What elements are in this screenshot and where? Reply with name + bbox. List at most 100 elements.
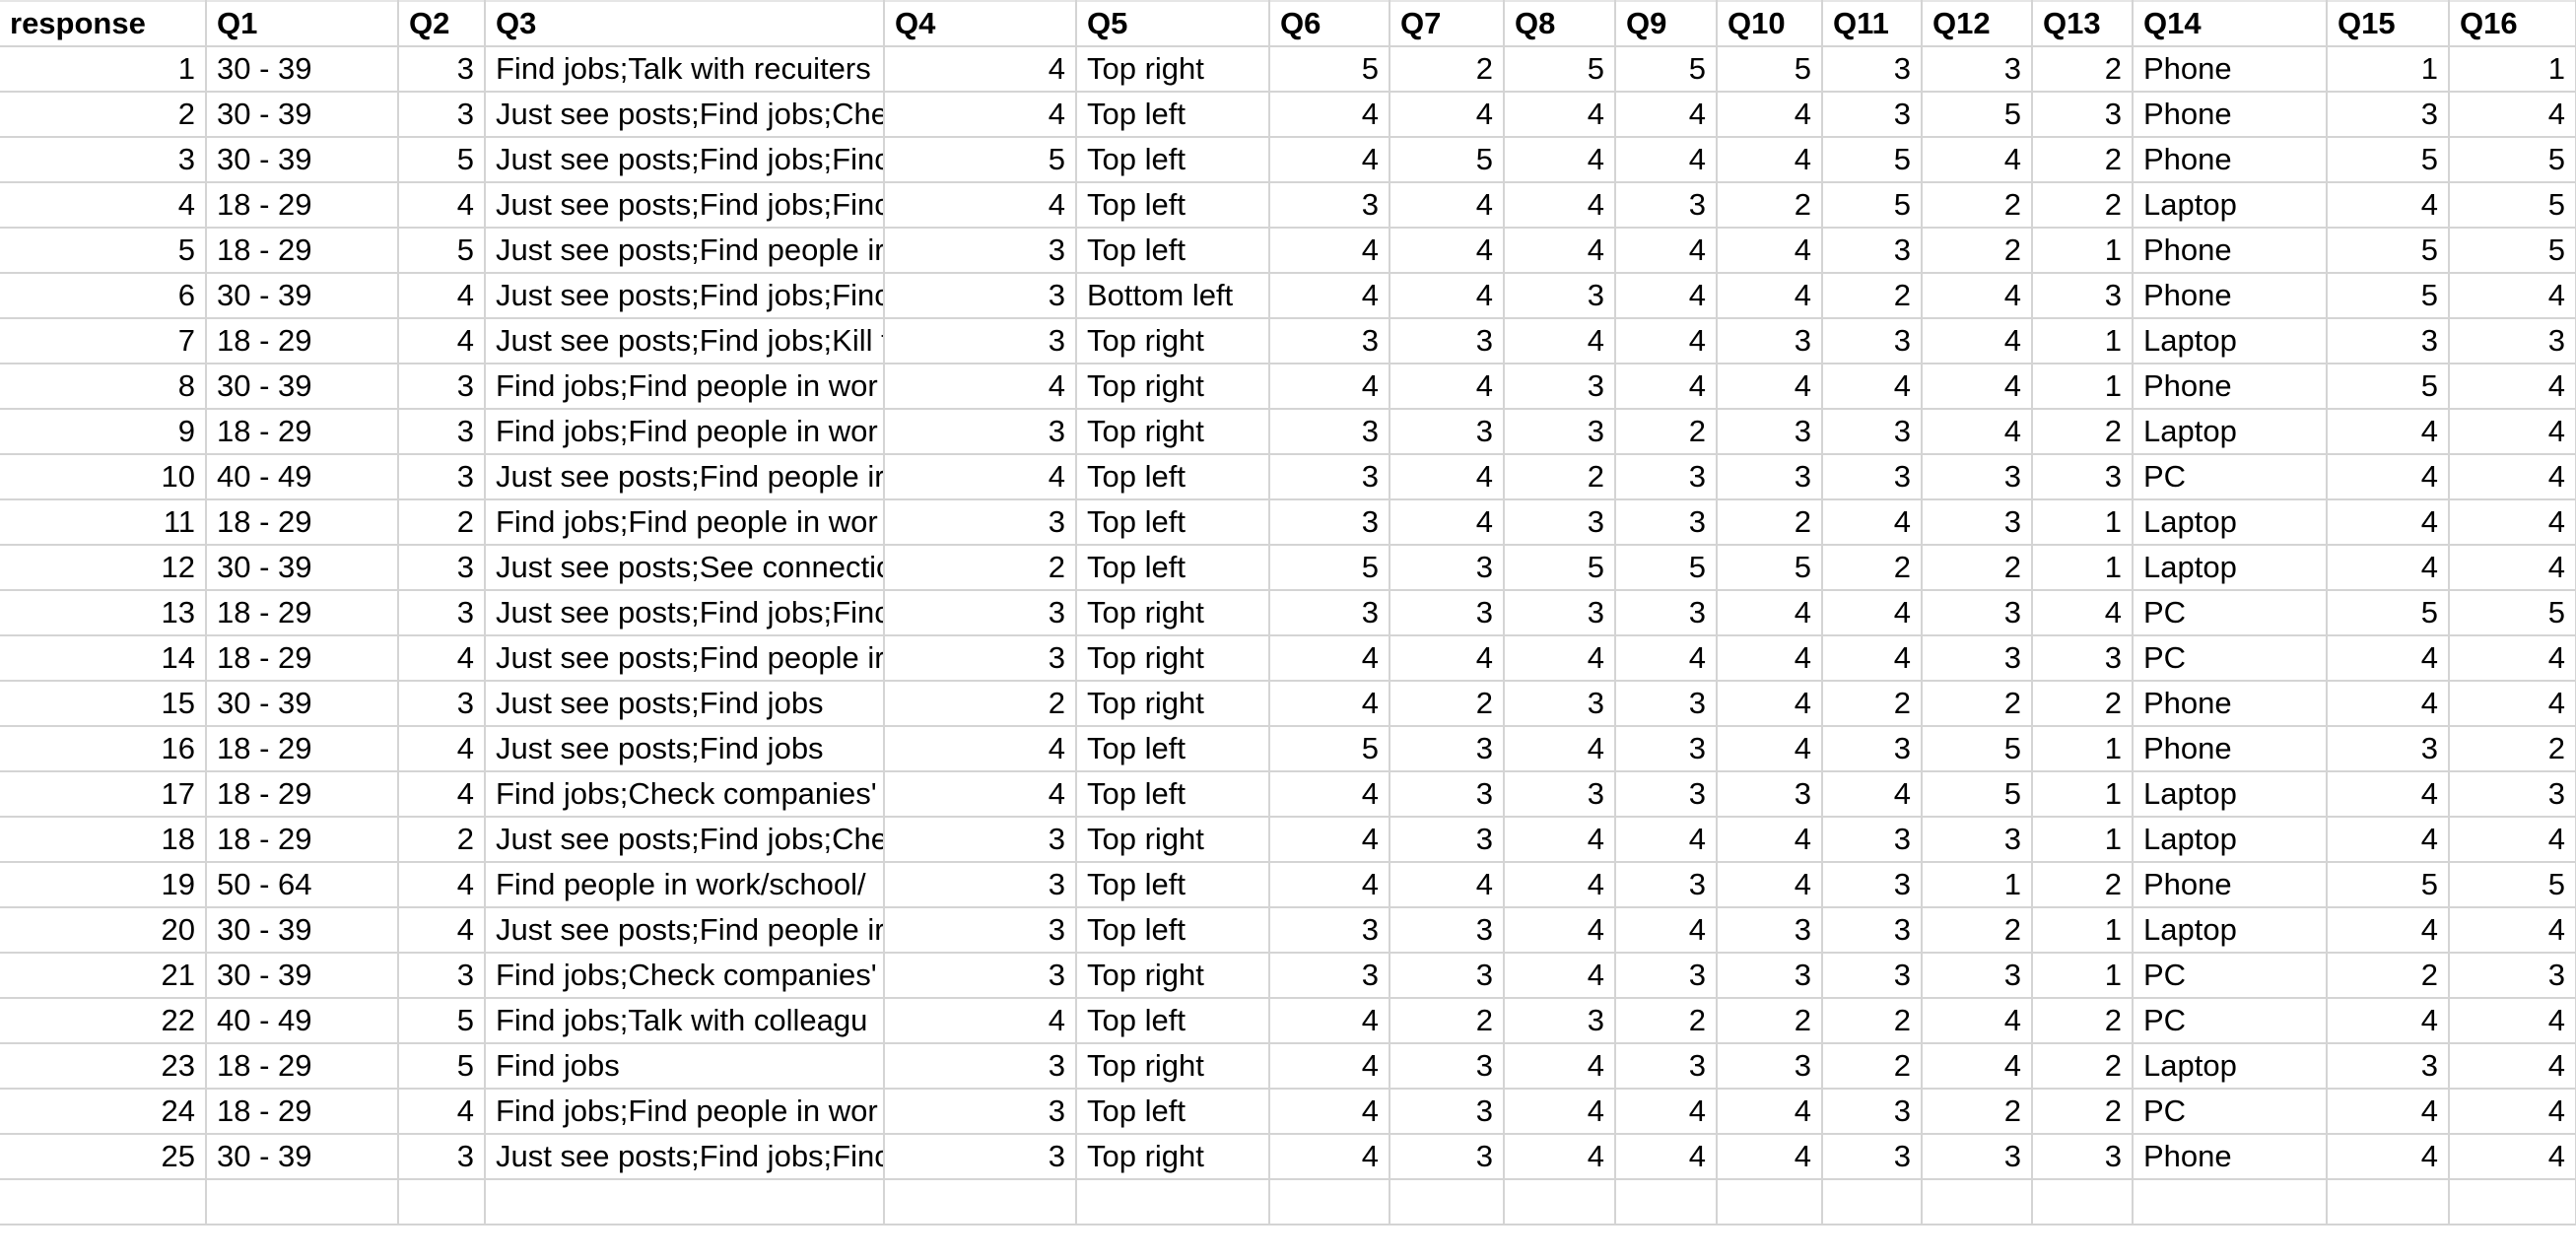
table-cell[interactable]: 3 xyxy=(1615,953,1717,998)
table-cell[interactable]: Top left xyxy=(1076,907,1269,953)
table-cell[interactable]: Find jobs;Talk with colleagu xyxy=(485,998,884,1043)
table-cell[interactable]: 3 xyxy=(2032,454,2133,499)
table-cell[interactable]: Top right xyxy=(1076,953,1269,998)
table-cell[interactable]: 2 xyxy=(884,681,1076,726)
table-cell[interactable]: 2 xyxy=(2449,726,2576,771)
table-cell[interactable]: 4 xyxy=(2327,409,2449,454)
table-cell[interactable]: 3 xyxy=(1717,409,1822,454)
table-cell[interactable]: 3 xyxy=(398,92,485,137)
table-cell[interactable]: 18 - 29 xyxy=(206,1043,398,1089)
table-cell[interactable]: 4 xyxy=(1717,1134,1822,1179)
table-cell[interactable]: 3 xyxy=(1390,817,1504,862)
table-cell[interactable]: 3 xyxy=(1922,1134,2032,1179)
table-cell[interactable]: 4 xyxy=(1504,953,1615,998)
table-cell[interactable]: 5 xyxy=(1822,137,1922,182)
table-cell[interactable]: Find jobs;Check companies' xyxy=(485,771,884,817)
table-cell[interactable]: 5 xyxy=(2327,590,2449,635)
table-cell[interactable]: 3 xyxy=(1717,907,1822,953)
table-cell[interactable]: 3 xyxy=(884,1089,1076,1134)
table-cell[interactable]: 3 xyxy=(1615,771,1717,817)
empty-cell[interactable] xyxy=(2449,1179,2576,1225)
table-cell[interactable]: 3 xyxy=(1615,590,1717,635)
column-header-cell[interactable]: Q12 xyxy=(1922,1,2032,46)
table-cell[interactable]: 12 xyxy=(0,545,206,590)
table-cell[interactable]: 2 xyxy=(1922,545,2032,590)
table-cell[interactable]: 5 xyxy=(1269,545,1390,590)
table-cell[interactable]: 4 xyxy=(1615,137,1717,182)
table-cell[interactable]: 18 - 29 xyxy=(206,817,398,862)
table-cell[interactable]: 3 xyxy=(884,273,1076,318)
table-cell[interactable]: Just see posts;Find jobs;Finc xyxy=(485,590,884,635)
table-cell[interactable]: Top left xyxy=(1076,998,1269,1043)
table-cell[interactable]: 18 - 29 xyxy=(206,726,398,771)
table-cell[interactable]: 4 xyxy=(2449,1043,2576,1089)
table-cell[interactable]: 4 xyxy=(1922,1043,2032,1089)
table-cell[interactable]: 3 xyxy=(2032,635,2133,681)
table-cell[interactable]: 4 xyxy=(1717,137,1822,182)
table-cell[interactable]: 2 xyxy=(1717,499,1822,545)
table-cell[interactable]: PC xyxy=(2133,635,2327,681)
table-cell[interactable]: 1 xyxy=(2449,46,2576,92)
table-cell[interactable]: 4 xyxy=(1615,228,1717,273)
column-header-cell[interactable]: Q16 xyxy=(2449,1,2576,46)
table-cell[interactable]: 2 xyxy=(398,817,485,862)
table-cell[interactable]: 30 - 39 xyxy=(206,46,398,92)
table-cell[interactable]: 2 xyxy=(2032,46,2133,92)
table-cell[interactable]: 3 xyxy=(1390,1043,1504,1089)
table-cell[interactable]: 3 xyxy=(2327,92,2449,137)
table-cell[interactable]: 18 - 29 xyxy=(206,1089,398,1134)
table-cell[interactable]: 4 xyxy=(1504,726,1615,771)
empty-cell[interactable] xyxy=(1076,1179,1269,1225)
table-cell[interactable]: 2 xyxy=(1717,182,1822,228)
table-cell[interactable]: 24 xyxy=(0,1089,206,1134)
table-cell[interactable]: 3 xyxy=(1922,635,2032,681)
table-cell[interactable]: 5 xyxy=(884,137,1076,182)
table-cell[interactable]: 3 xyxy=(398,953,485,998)
table-cell[interactable]: 4 xyxy=(2327,545,2449,590)
table-cell[interactable]: 2 xyxy=(1390,46,1504,92)
table-cell[interactable]: 4 xyxy=(1504,228,1615,273)
table-cell[interactable]: 2 xyxy=(1822,1043,1922,1089)
table-cell[interactable]: Top right xyxy=(1076,590,1269,635)
table-cell[interactable]: 5 xyxy=(398,228,485,273)
table-cell[interactable]: 4 xyxy=(1504,92,1615,137)
column-header-cell[interactable]: response xyxy=(0,1,206,46)
table-cell[interactable]: Phone xyxy=(2133,273,2327,318)
table-cell[interactable]: Top left xyxy=(1076,545,1269,590)
table-cell[interactable]: 4 xyxy=(1390,182,1504,228)
table-cell[interactable]: 10 xyxy=(0,454,206,499)
table-cell[interactable]: 4 xyxy=(398,273,485,318)
table-cell[interactable]: 4 xyxy=(1717,273,1822,318)
table-cell[interactable]: Just see posts;See connectic xyxy=(485,545,884,590)
table-cell[interactable]: 3 xyxy=(2327,1043,2449,1089)
table-cell[interactable]: 3 xyxy=(1615,681,1717,726)
empty-cell[interactable] xyxy=(1922,1179,2032,1225)
table-cell[interactable]: 4 xyxy=(1269,998,1390,1043)
table-cell[interactable]: 9 xyxy=(0,409,206,454)
table-cell[interactable]: 4 xyxy=(1269,137,1390,182)
table-cell[interactable]: Bottom left xyxy=(1076,273,1269,318)
table-cell[interactable]: 4 xyxy=(1717,1089,1822,1134)
table-cell[interactable]: 5 xyxy=(398,1043,485,1089)
table-cell[interactable]: 4 xyxy=(1269,1089,1390,1134)
table-cell[interactable]: 4 xyxy=(1717,862,1822,907)
table-cell[interactable]: 4 xyxy=(2449,1089,2576,1134)
table-cell[interactable]: Just see posts;Find jobs;Che xyxy=(485,92,884,137)
table-cell[interactable]: 3 xyxy=(1269,182,1390,228)
table-cell[interactable]: 5 xyxy=(2327,228,2449,273)
table-cell[interactable]: 3 xyxy=(884,1134,1076,1179)
table-cell[interactable]: 4 xyxy=(1615,907,1717,953)
table-cell[interactable]: 3 xyxy=(1717,953,1822,998)
table-cell[interactable]: 3 xyxy=(1504,273,1615,318)
table-cell[interactable]: 4 xyxy=(1717,92,1822,137)
table-cell[interactable]: 3 xyxy=(884,907,1076,953)
table-cell[interactable]: 4 xyxy=(1504,1134,1615,1179)
table-cell[interactable]: 3 xyxy=(884,817,1076,862)
table-cell[interactable]: 2 xyxy=(1390,681,1504,726)
table-cell[interactable]: Laptop xyxy=(2133,907,2327,953)
table-cell[interactable]: 40 - 49 xyxy=(206,998,398,1043)
table-cell[interactable]: 4 xyxy=(2032,590,2133,635)
table-cell[interactable]: 3 xyxy=(1269,590,1390,635)
table-cell[interactable]: 4 xyxy=(2449,454,2576,499)
table-cell[interactable]: 1 xyxy=(2032,817,2133,862)
